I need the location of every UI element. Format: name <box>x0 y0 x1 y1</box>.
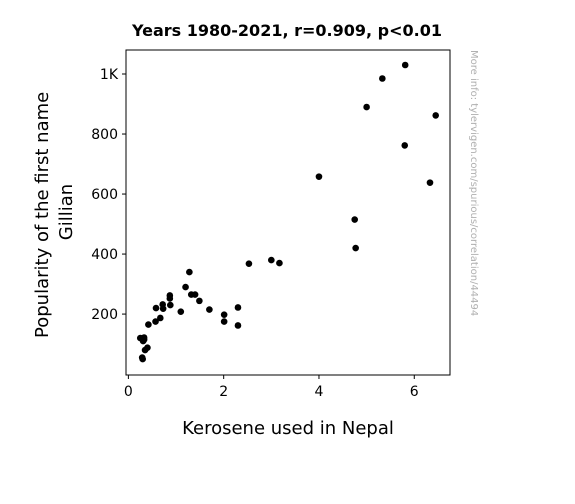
y-tick-label: 400 <box>91 247 118 263</box>
y-tick-label: 800 <box>91 127 118 143</box>
data-point <box>245 260 253 267</box>
data-point <box>159 305 167 312</box>
data-point <box>426 179 434 186</box>
data-point <box>363 103 370 111</box>
data-point <box>182 283 189 291</box>
data-point <box>401 61 409 69</box>
data-point <box>220 311 228 318</box>
data-point <box>186 268 193 276</box>
data-point <box>276 259 283 267</box>
data-point <box>379 75 386 82</box>
y-tick-label: 200 <box>91 307 118 323</box>
x-axis-ticks: 0 2 4 6 <box>124 375 419 400</box>
data-point <box>145 321 152 328</box>
x-tick-label: 2 <box>219 384 228 400</box>
data-point <box>191 291 199 298</box>
x-tick-label: 6 <box>410 384 419 400</box>
chart-title: Years 1980-2021, r=0.909, p<0.01 <box>131 21 442 40</box>
data-point <box>206 306 213 313</box>
data-point <box>401 142 409 149</box>
data-point <box>196 297 203 305</box>
data-point <box>167 301 174 309</box>
watermark-text: More info: tylervigen.com/spurious/corre… <box>468 50 479 316</box>
data-point <box>234 322 242 329</box>
data-point <box>157 314 164 322</box>
x-tick-label: 0 <box>124 384 133 400</box>
data-point <box>220 318 228 325</box>
y-axis-label-line-1: Popularity of the first name <box>32 92 53 338</box>
plot-frame <box>125 49 451 376</box>
x-tick-label: 4 <box>315 384 324 400</box>
data-point <box>166 295 174 302</box>
data-point <box>177 308 185 315</box>
data-point <box>315 173 323 180</box>
plot-area: 0 2 4 6 200 400 600 800 1K <box>91 49 451 400</box>
data-point <box>144 344 151 351</box>
data-point <box>268 256 275 264</box>
x-axis-label: Kerosene used in Nepal <box>182 418 394 439</box>
y-axis-label-line-2: Gillian <box>56 184 77 240</box>
data-point <box>234 304 242 311</box>
data-point <box>139 355 146 363</box>
y-axis-ticks: 200 400 600 800 1K <box>91 67 126 323</box>
data-point <box>152 304 160 312</box>
data-points <box>136 61 440 363</box>
y-axis-label: Popularity of the first name Gillian <box>32 86 77 338</box>
y-tick-label: 600 <box>91 187 118 203</box>
data-point <box>352 244 359 252</box>
data-point <box>351 216 359 223</box>
data-point <box>140 336 148 343</box>
data-point <box>152 318 159 325</box>
y-tick-label: 1K <box>100 67 119 83</box>
data-point <box>432 112 440 119</box>
